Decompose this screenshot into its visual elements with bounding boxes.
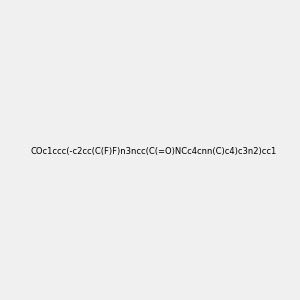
Text: COc1ccc(-c2cc(C(F)F)n3ncc(C(=O)NCc4cnn(C)c4)c3n2)cc1: COc1ccc(-c2cc(C(F)F)n3ncc(C(=O)NCc4cnn(C… xyxy=(31,147,277,156)
